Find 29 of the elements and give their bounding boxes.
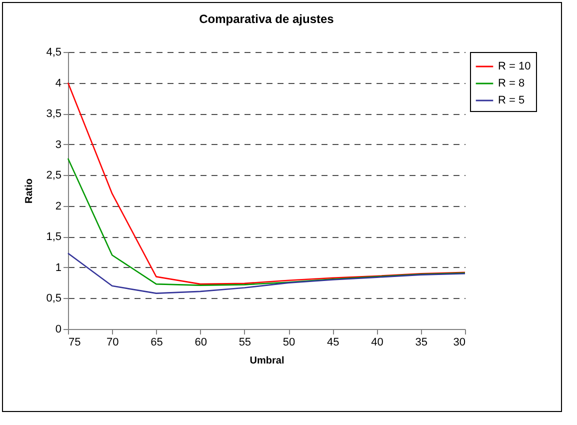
- y-tick-label: 4: [55, 77, 62, 90]
- line-series: [67, 252, 466, 294]
- y-tick-label: 0: [55, 324, 62, 336]
- y-tick-label: 1: [55, 262, 62, 274]
- x-tick-label: 65: [150, 336, 163, 348]
- x-tick-label: 50: [282, 336, 296, 348]
- line-series: [67, 158, 466, 286]
- y-axis-title: Ratio: [24, 178, 36, 204]
- y-tick-label: 0,5: [46, 292, 62, 305]
- legend-label: R = 8: [498, 78, 525, 90]
- y-tick-label: 2: [55, 200, 62, 212]
- legend-label: R = 10: [498, 60, 531, 72]
- x-tick-label: 45: [327, 336, 340, 348]
- x-tick-label: 55: [238, 336, 252, 348]
- x-tick-label: 30: [453, 336, 466, 348]
- x-tick-label: 35: [415, 336, 428, 348]
- y-tick-label: 1,5: [46, 231, 62, 244]
- y-tick-label: 2,5: [46, 170, 62, 182]
- x-tick-label: 60: [194, 336, 207, 348]
- chart-title: Comparativa de ajustes: [199, 12, 334, 26]
- y-tick-label: 4,5: [46, 46, 62, 58]
- y-tick-label: 3,5: [46, 108, 62, 120]
- line-series: [67, 82, 466, 285]
- x-tick-label: 70: [106, 336, 119, 348]
- x-tick-label: 40: [371, 336, 384, 348]
- legend-label: R = 5: [498, 94, 525, 106]
- y-tick-label: 3: [55, 138, 62, 151]
- x-tick-label: 75: [68, 336, 81, 348]
- x-axis-title: Umbral: [250, 356, 284, 366]
